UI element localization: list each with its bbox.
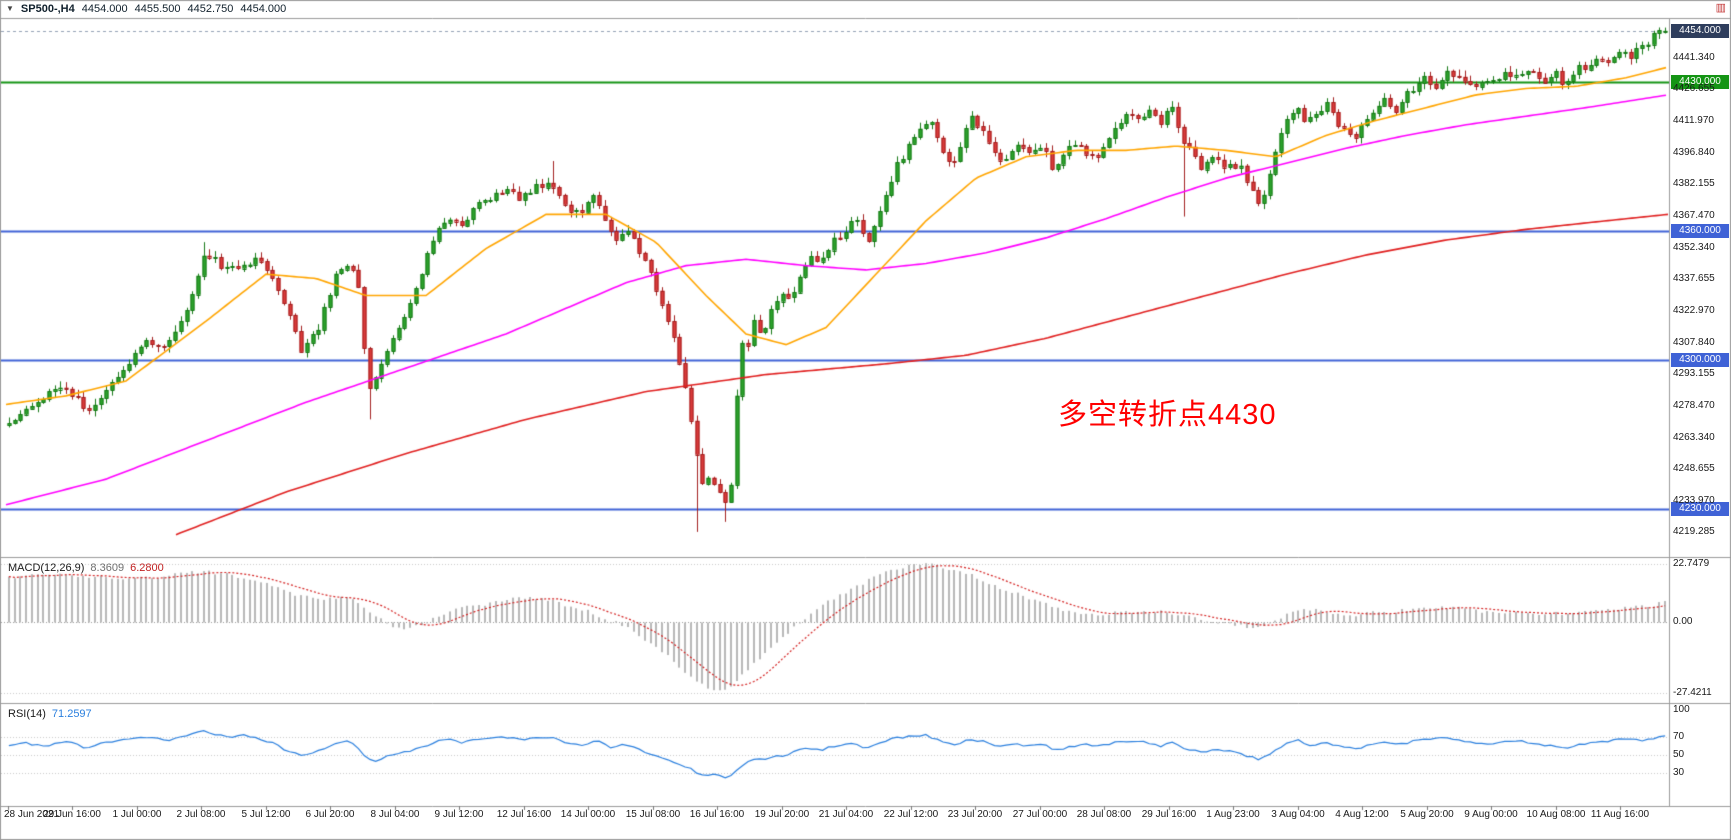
time-axis-label: 6 Jul 20:00 [305, 809, 355, 820]
price-tick-label: 4322.970 [1673, 305, 1715, 316]
time-axis-label: 28 Jul 08:00 [1076, 809, 1132, 820]
time-axis-label: 11 Aug 16:00 [1590, 809, 1650, 820]
time-axis-label: 12 Jul 16:00 [496, 809, 552, 820]
time-axis-label: 23 Jul 20:00 [947, 809, 1003, 820]
macd-axis-label: -27.4211 [1673, 687, 1712, 698]
time-axis-label: 2 Jul 08:00 [176, 809, 226, 820]
macd-axis-label: 22.7479 [1673, 558, 1710, 569]
price-tick-label: 4382.155 [1673, 178, 1715, 189]
price-tick-label: 4293.155 [1673, 368, 1715, 379]
annotation-text[interactable]: 多空转折点4430 [1058, 399, 1277, 431]
price-tick-label: 4352.340 [1673, 242, 1715, 253]
price-tick-label: 4248.655 [1673, 463, 1715, 474]
time-axis-label: 3 Aug 04:00 [1271, 809, 1325, 820]
price-tick-label: 4307.840 [1673, 337, 1715, 348]
time-axis-label: 19 Jul 20:00 [754, 809, 810, 820]
time-axis-label: 9 Jul 12:00 [434, 809, 484, 820]
price-badge-4300: 4300.000 [1671, 353, 1729, 367]
ohlc-low-value: 4452.750 [187, 3, 234, 15]
rsi-axis-label: 70 [1673, 731, 1685, 742]
price-tick-label: 4426.655 [1673, 83, 1715, 94]
time-axis-label: 8 Jul 04:00 [370, 809, 420, 820]
macd-indicator-label: MACD(12,26,9) 8.3609 6.2800 [8, 562, 164, 574]
time-axis-label: 22 Jul 12:00 [883, 809, 939, 820]
price-tick-label: 4441.340 [1673, 52, 1715, 63]
price-tick-label: 4278.470 [1673, 400, 1715, 411]
rsi-axis-label: 100 [1673, 704, 1690, 715]
ohlc-open-value: 4454.000 [81, 3, 128, 15]
time-axis-label: 14 Jul 00:00 [560, 809, 616, 820]
ohlc-high-value: 4455.500 [134, 3, 181, 15]
price-badge-current: 4454.000 [1671, 24, 1729, 38]
price-tick-label: 4263.340 [1673, 432, 1715, 443]
rsi-value: 71.2597 [51, 708, 92, 720]
price-tick-label: 4396.840 [1673, 147, 1715, 158]
price-badge-4360: 4360.000 [1671, 224, 1729, 238]
top-bar: ▼ SP500-,H4 4454.000 4455.500 4452.750 4… [0, 0, 1731, 18]
price-tick-label: 4337.655 [1673, 273, 1715, 284]
time-axis-label: 10 Aug 08:00 [1526, 809, 1586, 820]
macd-main-value: 8.3609 [90, 562, 125, 574]
time-axis-label: 1 Aug 23:00 [1206, 809, 1260, 820]
ohlc-close-value: 4454.000 [240, 3, 287, 15]
time-axis-label: 15 Jul 08:00 [625, 809, 681, 820]
time-axis-label: 5 Aug 20:00 [1400, 809, 1454, 820]
time-axis-label: 16 Jul 16:00 [689, 809, 745, 820]
price-tick-label: 4367.470 [1673, 210, 1715, 221]
time-axis-label: 1 Jul 00:00 [112, 809, 162, 820]
time-axis-label: 28 Jun 2021 [4, 809, 60, 820]
macd-signal-value: 6.2800 [130, 562, 164, 574]
time-axis-label: 4 Aug 12:00 [1335, 809, 1389, 820]
time-axis-label: 9 Aug 00:00 [1464, 809, 1518, 820]
symbol-timeframe-label: SP500-,H4 [20, 3, 75, 15]
time-axis-label: 5 Jul 12:00 [241, 809, 291, 820]
rsi-name: RSI(14) [8, 708, 46, 720]
time-axis-label: 21 Jul 04:00 [818, 809, 874, 820]
top-right-icon[interactable]: ▥ [1715, 2, 1726, 14]
macd-axis-label: 0.00 [1673, 616, 1693, 627]
rsi-axis-label: 30 [1673, 767, 1685, 778]
price-badge-4430: 4430.000 [1671, 75, 1729, 89]
time-axis-label: 27 Jul 00:00 [1012, 809, 1068, 820]
price-tick-label: 4219.285 [1673, 526, 1715, 537]
rsi-axis-label: 50 [1673, 749, 1685, 760]
price-tick-label: 4411.970 [1673, 115, 1714, 126]
time-axis-label: 29 Jul 16:00 [1141, 809, 1197, 820]
symbol-dropdown-icon[interactable]: ▼ [6, 4, 14, 13]
macd-name: MACD(12,26,9) [8, 562, 85, 574]
time-axis-label: 29 Jun 16:00 [43, 809, 101, 820]
price-tick-label: 4233.970 [1673, 495, 1715, 506]
price-badge-4230: 4230.000 [1671, 502, 1729, 516]
rsi-indicator-label: RSI(14) 71.2597 [8, 708, 92, 720]
